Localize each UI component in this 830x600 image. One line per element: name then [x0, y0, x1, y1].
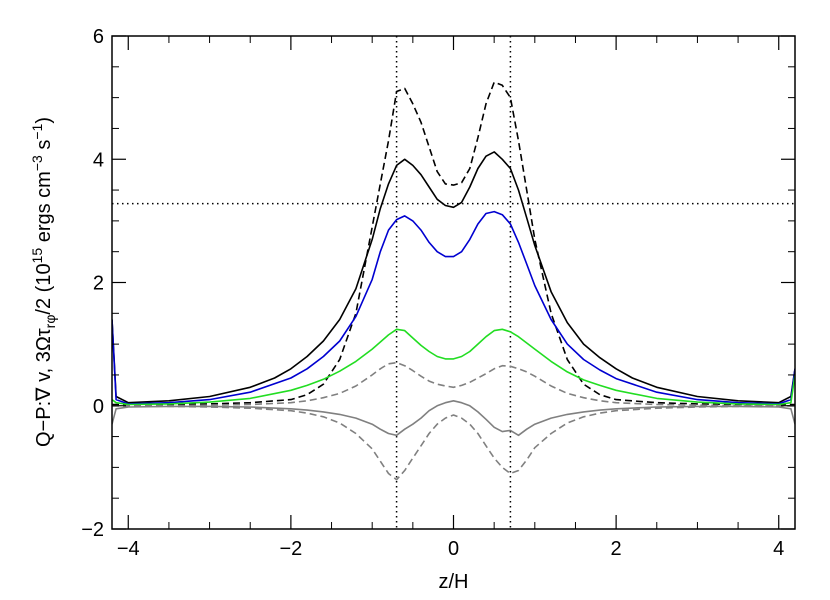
- series-line-1: [112, 151, 795, 404]
- y-tick-label: −2: [81, 519, 104, 541]
- series-line-5: [112, 399, 795, 437]
- x-tick-label: 0: [448, 538, 459, 560]
- x-tick-label: 4: [773, 538, 784, 560]
- series-line-2: [112, 210, 795, 405]
- series-line-0: [112, 81, 795, 406]
- series-line-6: [112, 405, 795, 481]
- y-tick-label: 4: [93, 149, 104, 171]
- x-tick-label: −2: [279, 538, 302, 560]
- plot-frame: [111, 35, 796, 530]
- x-tick-label: −4: [117, 538, 140, 560]
- y-tick-label: 6: [93, 26, 104, 48]
- series-line-4: [112, 361, 795, 407]
- y-tick-label: 2: [93, 273, 104, 295]
- x-axis-title: z/H: [439, 571, 469, 593]
- series-line-3: [112, 328, 795, 406]
- y-tick-label: 0: [93, 396, 104, 418]
- x-tick-label: 2: [611, 538, 622, 560]
- y-axis-title: Q−P:∇ v, 3Ωτrφ/2 (1015 ergs cm−3 s−1): [29, 117, 58, 447]
